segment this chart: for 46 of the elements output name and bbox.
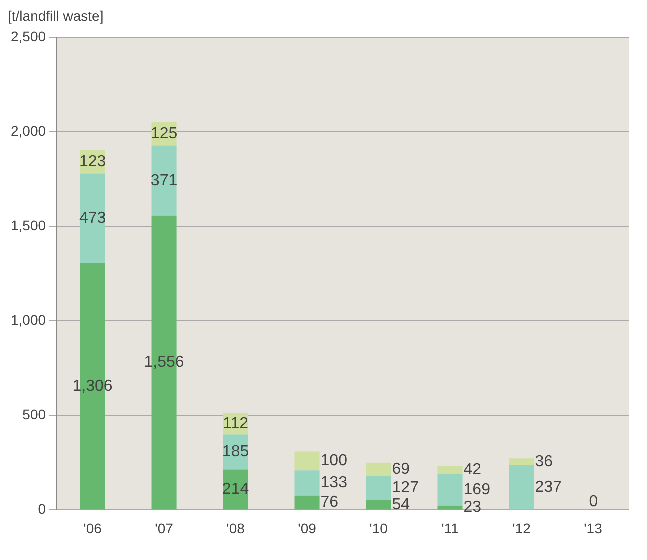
data-label: 123: [79, 154, 106, 171]
data-label: 371: [150, 172, 178, 190]
y-axis-title: [t/landfill waste]: [8, 8, 105, 24]
y-tick-label: 1,000: [10, 312, 46, 328]
data-label: 69: [392, 460, 410, 478]
y-tick-label: 0: [38, 501, 46, 518]
data-label: 76: [320, 494, 339, 512]
y-tick-label: 500: [22, 406, 46, 422]
y-tick-label: 2,500: [10, 28, 46, 44]
bar: [438, 474, 463, 506]
data-label: 112: [223, 416, 249, 433]
data-label: 127: [392, 479, 420, 496]
y-tick-label: 1,500: [10, 217, 46, 234]
x-tick-label: '13: [584, 520, 603, 536]
data-label: 100: [320, 452, 348, 470]
x-tick-label: '12: [512, 520, 532, 536]
data-label: 42: [464, 461, 482, 478]
bar: [366, 476, 392, 500]
x-tick-label: '11: [442, 520, 460, 536]
data-label: 237: [535, 478, 562, 496]
bar: [366, 500, 392, 510]
data-label: 185: [222, 444, 250, 461]
y-tick-label: 2,000: [10, 122, 46, 139]
bar: [294, 470, 320, 496]
bar: [438, 506, 463, 510]
bar: [294, 496, 320, 510]
x-tick-label: '06: [84, 520, 102, 536]
data-label: 23: [464, 499, 482, 516]
bar: [152, 146, 177, 216]
x-tick-label: '08: [226, 520, 246, 536]
data-label: 473: [79, 210, 106, 227]
data-label: 36: [535, 453, 554, 470]
bar: [509, 458, 534, 466]
x-tick-label: '09: [298, 520, 317, 536]
bar: [294, 452, 320, 471]
bar: [438, 466, 463, 474]
bar: [509, 465, 534, 510]
bar: [366, 462, 392, 476]
data-label: 133: [320, 474, 348, 492]
x-tick-label: '10: [370, 520, 388, 536]
data-label: 125: [150, 125, 178, 142]
data-label: 0: [589, 494, 598, 511]
x-tick-label: '07: [155, 520, 174, 536]
data-label: 54: [392, 496, 410, 514]
data-label: 169: [464, 481, 491, 498]
bar: [80, 174, 106, 264]
